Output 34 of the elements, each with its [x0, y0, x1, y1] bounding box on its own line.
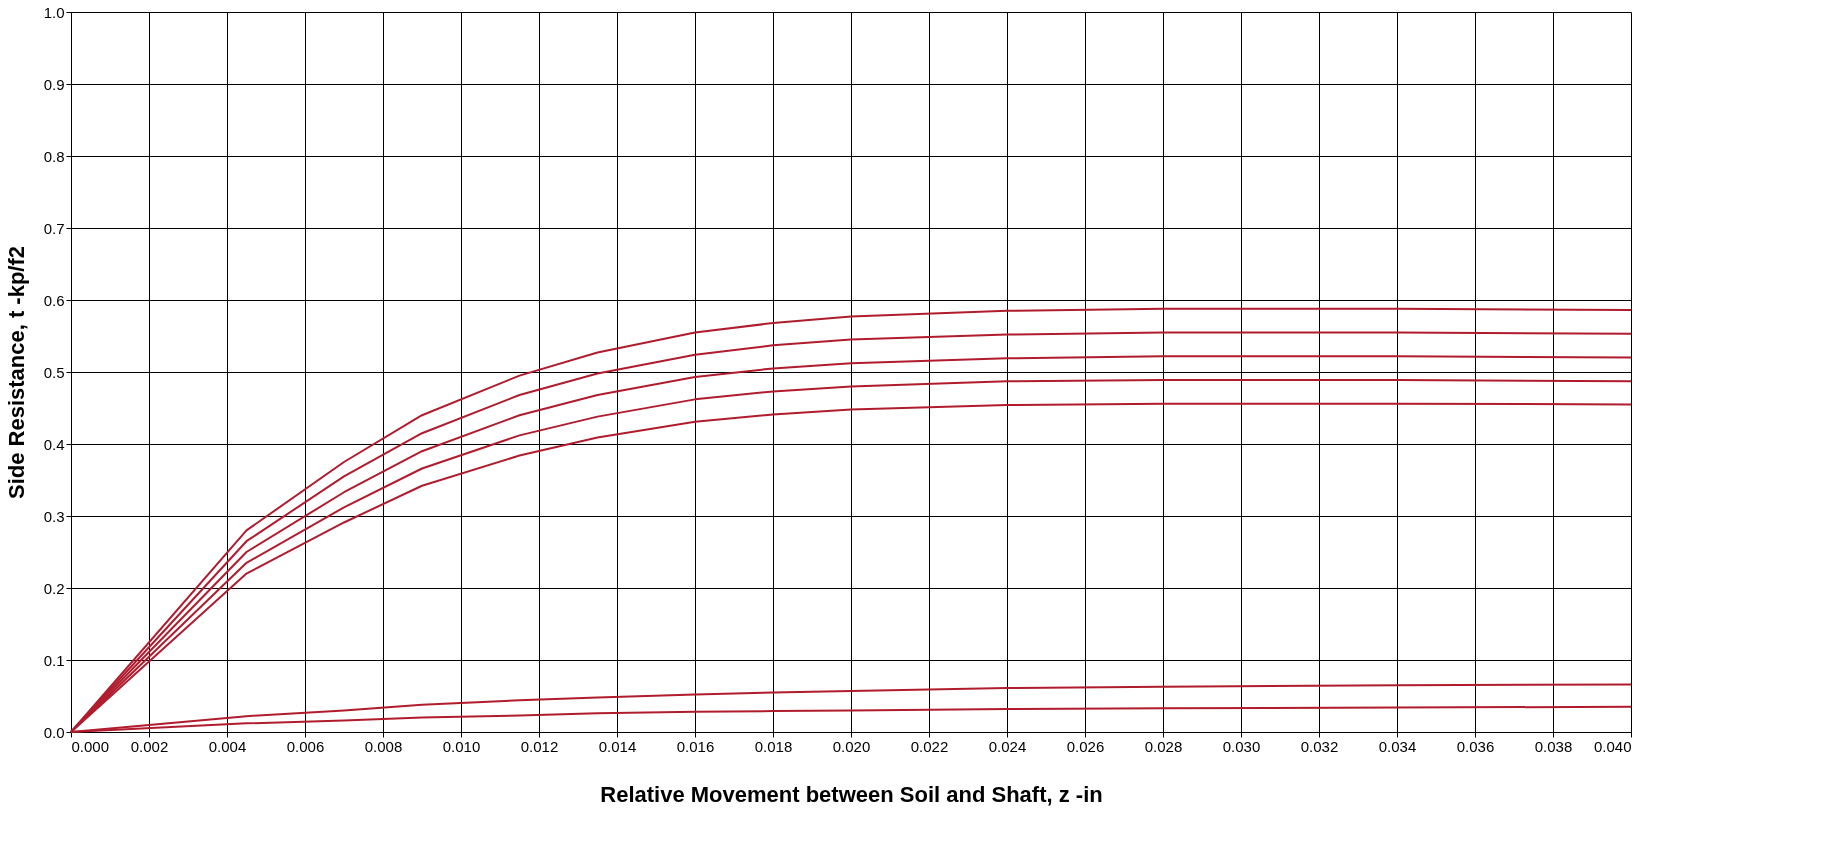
y-tick-label: 0.2	[43, 579, 65, 597]
x-tick-label: 0.030	[1222, 737, 1261, 755]
y-tick-label: 0.0	[43, 723, 65, 741]
y-axis-title: Side Resistance, t -kp/f2	[3, 245, 29, 500]
x-tick-label: 0.034	[1378, 737, 1417, 755]
x-tick-label: 0.028	[1144, 737, 1183, 755]
x-tick-label: 0.018	[754, 737, 793, 755]
x-tick-label: 0.024	[988, 737, 1027, 755]
x-tick-label: 0.040	[1593, 737, 1632, 755]
x-tick-label: 0.026	[1066, 737, 1105, 755]
y-tick-label: 0.5	[43, 363, 65, 381]
x-tick-label: 0.032	[1300, 737, 1339, 755]
y-tick-label: 0.7	[43, 219, 65, 237]
x-tick-label: 0.022	[910, 737, 949, 755]
y-tick-label: 0.1	[43, 651, 65, 669]
x-tick-label: 0.020	[832, 737, 871, 755]
x-tick-label: 0.008	[364, 737, 403, 755]
x-axis-title: Relative Movement between Soil and Shaft, z -in	[600, 781, 1103, 807]
x-tick-label: 0.010	[442, 737, 481, 755]
x-tick-label: 0.000	[71, 737, 110, 755]
x-tick-label: 0.014	[598, 737, 637, 755]
y-tick-label: 0.9	[43, 75, 65, 93]
y-tick-label: 0.6	[43, 291, 65, 309]
y-tick-label: 0.3	[43, 507, 65, 525]
x-tick-label: 0.038	[1534, 737, 1573, 755]
x-tick-label: 0.016	[676, 737, 715, 755]
x-tick-label: 0.036	[1456, 737, 1495, 755]
x-tick-label: 0.004	[208, 737, 247, 755]
x-tick-label: 0.002	[130, 737, 169, 755]
y-tick-label: 0.4	[43, 435, 65, 453]
y-tick-label: 1.0	[43, 3, 65, 21]
x-tick-label: 0.006	[286, 737, 325, 755]
x-tick-label: 0.012	[520, 737, 559, 755]
y-tick-label: 0.8	[43, 147, 65, 165]
